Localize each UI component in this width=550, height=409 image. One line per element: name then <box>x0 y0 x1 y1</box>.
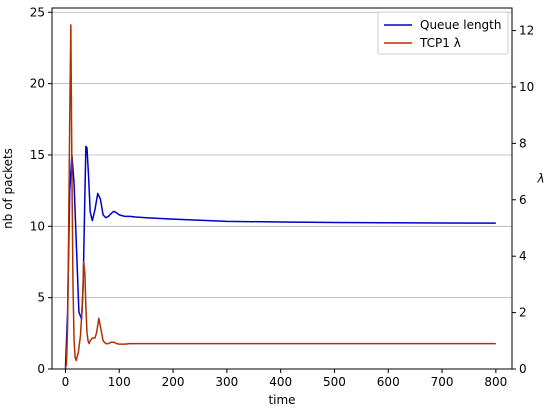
right-y-tick-label: 10 <box>519 80 534 94</box>
left-y-tick-label: 0 <box>37 362 45 376</box>
x-tick-label: 600 <box>377 375 400 389</box>
right-y-tick-label: 2 <box>519 306 527 320</box>
x-tick-label: 400 <box>269 375 292 389</box>
left-y-tick-label: 5 <box>37 291 45 305</box>
series-line-tcp1-lambda <box>64 24 496 370</box>
x-tick-label: 500 <box>323 375 346 389</box>
series-layer <box>64 24 496 370</box>
legend: Queue length TCP1 λ <box>377 11 509 55</box>
left-y-tick-label: 20 <box>30 77 45 91</box>
legend-label-queue-length: Queue length <box>420 18 502 32</box>
legend-label-tcp1-lambda: TCP1 λ <box>419 36 461 50</box>
x-axis: 0 100 200 300 400 500 600 700 800 <box>62 369 507 389</box>
x-tick-label: 300 <box>215 375 238 389</box>
x-axis-title: time <box>268 393 295 407</box>
left-y-tick-label: 25 <box>30 5 45 19</box>
right-y-tick-label: 12 <box>519 24 534 38</box>
left-y-axis-title: nb of packets <box>1 148 15 229</box>
left-y-axis: 0 5 10 15 20 25 <box>30 5 52 376</box>
left-y-tick-label: 15 <box>30 148 45 162</box>
right-y-axis-title: λ <box>536 172 544 186</box>
x-tick-label: 0 <box>62 375 70 389</box>
right-y-tick-label: 8 <box>519 136 527 150</box>
series-line-queue-length <box>64 145 496 370</box>
plot-frame <box>51 7 513 370</box>
x-tick-label: 200 <box>162 375 185 389</box>
x-tick-label: 700 <box>431 375 454 389</box>
left-y-tick-label: 10 <box>30 219 45 233</box>
right-y-tick-label: 4 <box>519 249 527 263</box>
x-tick-label: 100 <box>108 375 131 389</box>
right-y-axis: 0 2 4 6 8 10 12 <box>512 24 534 376</box>
right-y-tick-label: 0 <box>519 362 527 376</box>
grid-lines <box>52 11 512 299</box>
right-y-tick-label: 6 <box>519 193 527 207</box>
x-tick-label: 800 <box>484 375 507 389</box>
